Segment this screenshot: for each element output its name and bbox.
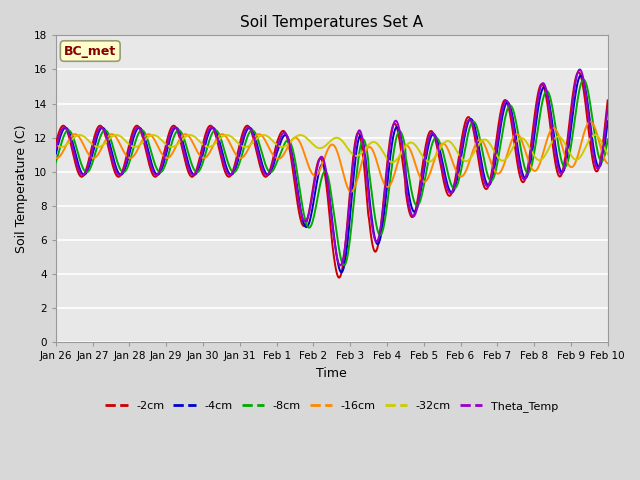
Title: Soil Temperatures Set A: Soil Temperatures Set A [240,15,423,30]
X-axis label: Time: Time [316,367,347,380]
Text: BC_met: BC_met [64,45,116,58]
Y-axis label: Soil Temperature (C): Soil Temperature (C) [15,124,28,253]
Legend: -2cm, -4cm, -8cm, -16cm, -32cm, Theta_Temp: -2cm, -4cm, -8cm, -16cm, -32cm, Theta_Te… [101,397,563,417]
